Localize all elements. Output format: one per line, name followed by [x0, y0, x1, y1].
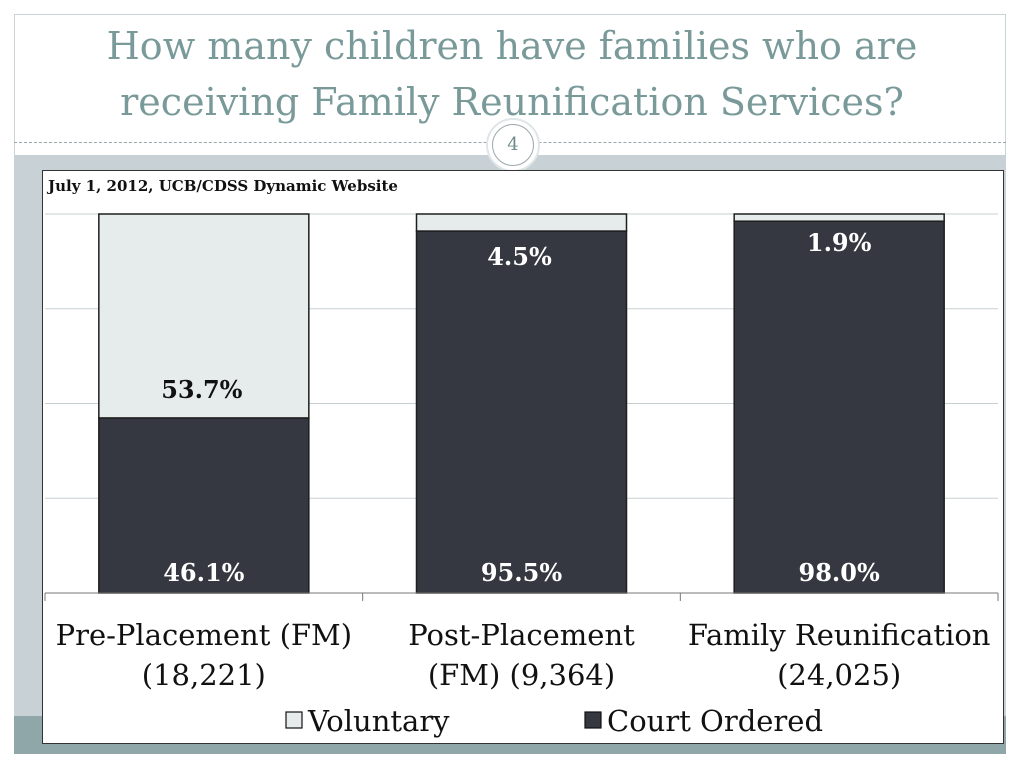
- stacked-bar-chart: July 1, 2012, UCB/CDSS Dynamic Website 46…: [44, 177, 999, 738]
- bar-voluntary: [415, 213, 628, 232]
- legend-swatch: [584, 711, 602, 729]
- category-label: Post-Placement: [408, 618, 635, 652]
- data-label-voluntary: 4.5%: [487, 242, 552, 271]
- category-label: Family Reunification: [688, 618, 991, 652]
- bar-court-ordered: [415, 230, 628, 594]
- category-label: (FM) (9,364): [428, 658, 615, 692]
- slide-title-line-1: How many children have families who are: [106, 24, 918, 68]
- bar-voluntary: [733, 213, 945, 222]
- category-label: (24,025): [777, 658, 901, 692]
- category-label: (18,221): [142, 658, 266, 692]
- slide-title-line-2: receiving Family Reunification Services?: [120, 80, 904, 124]
- slide-title: How many children have families who are …: [20, 18, 1004, 130]
- data-label-voluntary: 1.9%: [807, 228, 872, 257]
- page-number: 4: [492, 124, 534, 166]
- category-label: Pre-Placement (FM): [56, 618, 352, 652]
- page-number-badge: 4: [486, 118, 540, 172]
- data-label-court-ordered: 46.1%: [163, 558, 244, 587]
- bar-court-ordered: [733, 220, 945, 594]
- legend-label: Voluntary: [307, 704, 450, 738]
- chart-area: July 1, 2012, UCB/CDSS Dynamic Website 46…: [42, 170, 1004, 744]
- legend-label: Court Ordered: [607, 704, 823, 738]
- data-label-court-ordered: 95.5%: [481, 558, 562, 587]
- data-label-voluntary: 53.7%: [161, 375, 242, 404]
- data-label-court-ordered: 98.0%: [799, 558, 880, 587]
- legend-swatch: [285, 711, 303, 729]
- chart-title: July 1, 2012, UCB/CDSS Dynamic Website: [46, 177, 398, 195]
- bar-court-ordered: [98, 417, 310, 594]
- bar-voluntary: [98, 213, 310, 419]
